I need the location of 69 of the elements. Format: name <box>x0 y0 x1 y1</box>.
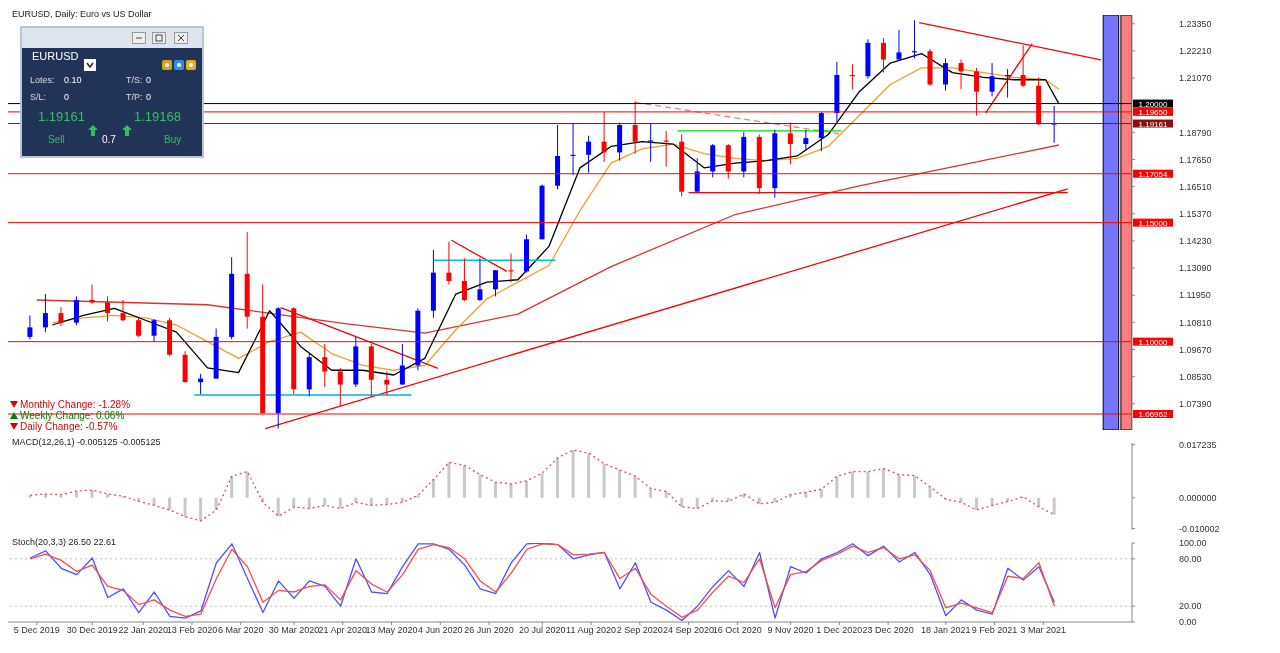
annotation: 0.10 <box>64 75 82 85</box>
y-tick-label: 0.017235 <box>1179 439 1217 450</box>
x-tick-label: 22 Jan 2020 <box>118 625 169 636</box>
y-tick-label: 1.23350 <box>1179 19 1212 29</box>
annotation: Weekly Change: 0.06% <box>20 410 125 421</box>
ref-line-label: 1.19650 <box>1138 107 1169 117</box>
y-tick-label: 1.16510 <box>1179 181 1212 192</box>
annotation: 0 <box>146 75 152 85</box>
chart-title: Stoch(20,3,3) 26.50 22.61 <box>12 537 117 547</box>
x-tick-label: 9 Nov 2020 <box>767 625 814 636</box>
x-tick-label: 9 Feb 2021 <box>971 625 1018 636</box>
x-tick-label: 11 Aug 2020 <box>566 625 617 636</box>
y-tick-label: 1.08530 <box>1179 371 1212 382</box>
x-tick-label: 20 Jul 2020 <box>519 625 566 636</box>
x-tick-label: 30 Mar 2020 <box>268 625 320 636</box>
annotation: T/S: <box>126 75 143 85</box>
y-tick-label: 0.00 <box>1179 617 1197 628</box>
annotation: S/L: <box>30 92 47 102</box>
y-tick-label: 1.22210 <box>1179 46 1212 57</box>
ref-line-label: 1.19161 <box>1138 119 1169 129</box>
ref-line-label: 1.20000 <box>1138 99 1169 109</box>
annotation: 0 <box>64 92 70 102</box>
x-tick-label: 30 Dec 2019 <box>66 625 118 636</box>
x-tick-label: 24 Sep 2020 <box>663 625 715 636</box>
x-tick-label: 1 Dec 2020 <box>816 625 863 636</box>
y-tick-label: 80.00 <box>1179 553 1202 564</box>
y-tick-label: 1.07390 <box>1179 399 1212 409</box>
x-tick-label: 26 Jun 2020 <box>464 625 514 636</box>
x-tick-label: 18 Jan 2021 <box>921 625 971 636</box>
chart-title: EURUSD, Daily: Euro vs US Dollar <box>12 9 152 19</box>
x-tick-label: 4 Jun 2020 <box>418 625 463 636</box>
x-tick-label: 13 May 2020 <box>365 625 418 636</box>
annotation: Daily Change: -0.57% <box>20 421 118 432</box>
ref-line-label: 1.15000 <box>1138 218 1169 228</box>
x-tick-label: 5 Dec 2019 <box>13 625 60 636</box>
y-tick-label: -0.010002 <box>1179 523 1220 534</box>
x-tick-label: 6 Mar 2020 <box>218 625 264 636</box>
annotation: 1.19168 <box>134 109 181 124</box>
y-tick-label: 1.09670 <box>1179 344 1212 355</box>
y-tick-label: 1.13090 <box>1179 263 1212 274</box>
y-tick-label: 1.17650 <box>1179 154 1212 165</box>
y-tick-label: 20.00 <box>1179 601 1202 612</box>
x-tick-label: 13 Feb 2020 <box>166 625 218 636</box>
y-tick-label: 1.11950 <box>1179 290 1211 301</box>
annotation: T/P: <box>126 92 143 102</box>
annotation: Buy <box>164 134 182 145</box>
y-tick-label: 1.10810 <box>1179 317 1212 328</box>
annotation: EURUSD <box>32 50 79 62</box>
annotation: Sell <box>48 134 65 145</box>
x-tick-label: 21 Apr 2020 <box>318 625 368 636</box>
chart-title: MACD(12,26,1) -0.005125 -0.005125 <box>12 437 161 447</box>
ref-line-label: 1.17054 <box>1138 169 1169 179</box>
annotation: Monthly Change: -1.28% <box>20 399 131 410</box>
x-tick-label: 2 Sep 2020 <box>616 625 663 636</box>
annotation: 1.19161 <box>38 109 85 124</box>
y-tick-label: 1.18790 <box>1179 127 1212 138</box>
annotation: Lotes: <box>30 75 55 85</box>
x-tick-label: 3 Mar 2021 <box>1020 625 1067 636</box>
annotation: 0.7 <box>102 134 116 145</box>
annotation: 0 <box>146 92 152 102</box>
ref-line-label: 1.06962 <box>1138 410 1169 419</box>
y-tick-label: 1.21070 <box>1179 73 1212 84</box>
y-tick-label: 0.000000 <box>1179 492 1217 503</box>
x-tick-label: 16 Oct 2020 <box>712 625 762 636</box>
x-tick-label: 23 Dec 2020 <box>862 625 914 636</box>
y-tick-label: 1.14230 <box>1179 236 1212 247</box>
y-tick-label: 1.15370 <box>1179 209 1212 219</box>
y-tick-label: 100.00 <box>1179 538 1207 549</box>
ref-line-label: 1.10000 <box>1138 337 1169 347</box>
